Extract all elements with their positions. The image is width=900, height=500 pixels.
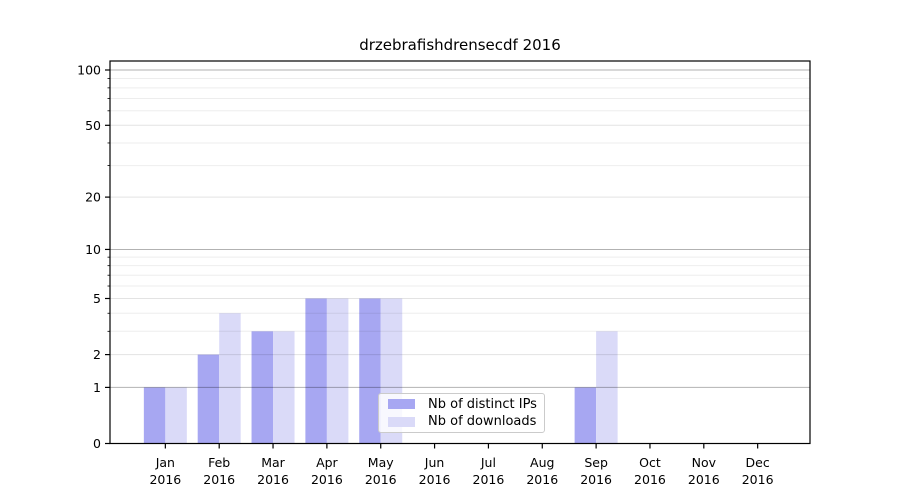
y-tick-label: 100 <box>77 63 101 78</box>
legend-label-distinct-ips: Nb of distinct IPs <box>428 396 537 412</box>
legend-entry-downloads: Nb of downloads <box>379 414 544 430</box>
y-tick-label: 2 <box>93 347 101 362</box>
legend-swatch-downloads <box>388 416 415 427</box>
x-tick-label-month: Feb <box>208 455 230 470</box>
legend-label-downloads: Nb of downloads <box>428 414 537 430</box>
x-tick-label-year: 2016 <box>742 472 774 487</box>
x-tick-label-month: Aug <box>530 455 554 470</box>
x-tick-label-month: Nov <box>692 455 717 470</box>
x-tick-label-year: 2016 <box>257 472 289 487</box>
y-tick-label: 1 <box>93 380 101 395</box>
x-tick-label-year: 2016 <box>203 472 235 487</box>
chart-title: drzebrafishdrensecdf 2016 <box>359 36 561 54</box>
x-tick-label-month: Apr <box>316 455 338 470</box>
y-tick-label: 20 <box>85 190 101 205</box>
x-tick-label-year: 2016 <box>419 472 451 487</box>
bar-distinct-ips-apr <box>305 298 327 444</box>
legend-swatch-distinct-ips <box>388 399 415 410</box>
bar-downloads-feb <box>219 313 241 444</box>
x-tick-label-month: Sep <box>584 455 608 470</box>
x-tick-label-year: 2016 <box>149 472 181 487</box>
x-tick-label-month: Dec <box>746 455 770 470</box>
bar-distinct-ips-jan <box>143 387 166 444</box>
plot-border <box>109 60 811 445</box>
legend: Nb of distinct IPs Nb of downloads <box>378 393 545 433</box>
y-tick-label: 10 <box>85 242 101 257</box>
x-tick-label-year: 2016 <box>526 472 558 487</box>
x-tick-label-month: May <box>368 455 394 470</box>
bar-distinct-ips-mar <box>251 331 274 444</box>
bar-downloads-mar <box>273 331 295 444</box>
bar-distinct-ips-may <box>359 298 381 444</box>
x-tick-label-year: 2016 <box>311 472 343 487</box>
x-tick-label-month: Jun <box>424 455 445 470</box>
x-tick-label-month: Jul <box>480 455 496 470</box>
bar-downloads-jan <box>165 387 187 444</box>
x-tick-label-year: 2016 <box>580 472 612 487</box>
x-tick-label-month: Mar <box>261 455 285 470</box>
x-tick-label-year: 2016 <box>688 472 720 487</box>
y-tick-label: 50 <box>85 118 101 133</box>
bar-downloads-sep <box>596 331 618 444</box>
x-tick-label-year: 2016 <box>473 472 505 487</box>
x-tick-label-year: 2016 <box>365 472 397 487</box>
x-tick-label-month: Oct <box>639 455 661 470</box>
x-tick-label-year: 2016 <box>634 472 666 487</box>
legend-entry-distinct-ips: Nb of distinct IPs <box>379 396 544 412</box>
x-tick-label-month: Jan <box>155 455 175 470</box>
y-tick-label: 0 <box>93 436 101 451</box>
bar-distinct-ips-feb <box>197 354 220 444</box>
bar-downloads-apr <box>326 298 349 444</box>
bar-distinct-ips-sep <box>574 387 597 444</box>
y-tick-label: 5 <box>93 291 101 306</box>
